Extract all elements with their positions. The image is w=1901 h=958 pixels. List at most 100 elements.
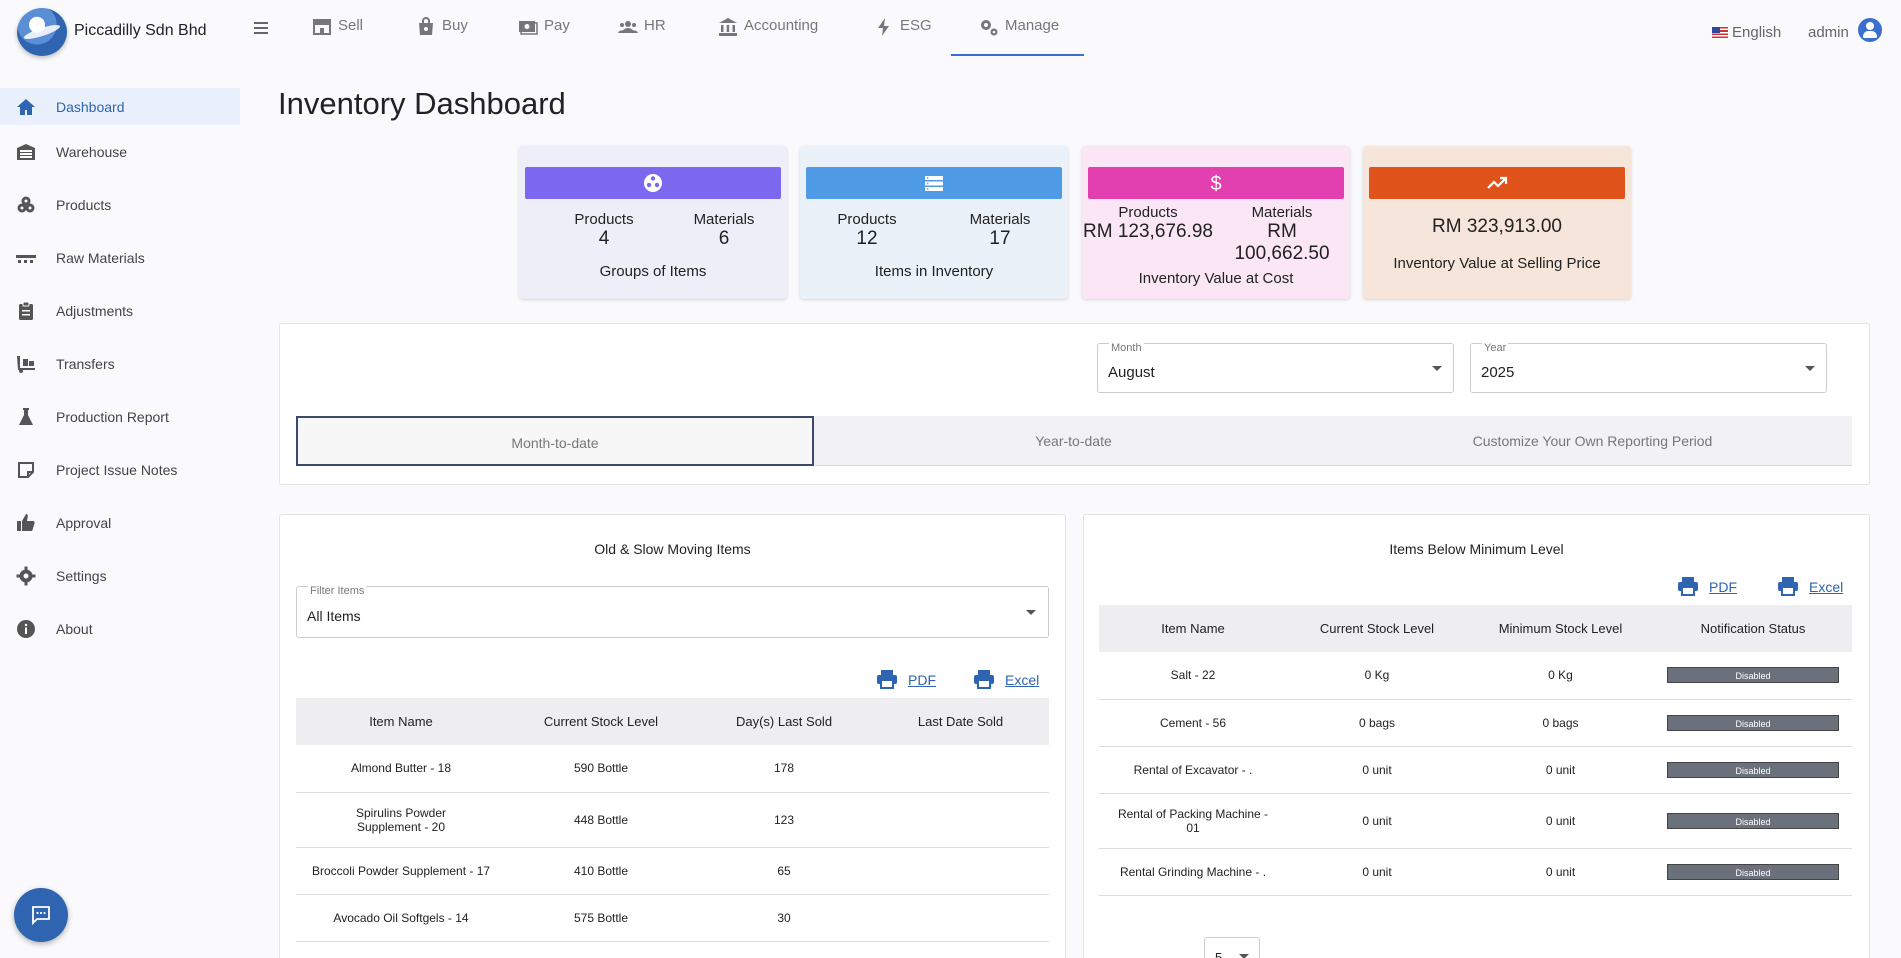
filter-items-label: Filter Items — [308, 585, 367, 597]
table-row[interactable]: Rental of Excavator - . 0 unit 0 unit Di… — [1099, 746, 1852, 794]
nav-accounting[interactable]: Accounting — [718, 0, 818, 56]
minimum-stock-cell: 0 Kg — [1467, 652, 1654, 700]
sidebar-item-label: Dashboard — [56, 98, 125, 115]
notification-status-cell: Disabled — [1654, 699, 1852, 747]
menu-icon[interactable] — [254, 22, 268, 34]
table-row[interactable]: Cement - 56 0 bags 0 bags Disabled — [1099, 699, 1852, 747]
table-row[interactable]: Almond Butter - 18 590 Bottle 178 — [296, 745, 1049, 793]
slow-moving-excel-button[interactable]: Excel — [974, 670, 1039, 689]
item-name-cell: Spirulins Powder Supplement - 20 — [296, 792, 506, 848]
last-sold-cell — [872, 792, 1049, 848]
table-row[interactable]: Rental Grinding Machine - . 0 unit 0 uni… — [1099, 848, 1852, 896]
flask-icon — [19, 407, 33, 425]
table-header-row: Item Name Current Stock Level Day(s) Las… — [296, 698, 1049, 745]
minimum-stock-cell: 0 unit — [1467, 746, 1654, 794]
item-name-cell: Rental of Excavator - . — [1099, 746, 1287, 794]
rows-per-page-select[interactable]: 5 — [1204, 937, 1260, 958]
products-icon — [17, 196, 35, 212]
column-header[interactable]: Day(s) Last Sold — [696, 698, 872, 745]
people-icon — [618, 21, 638, 33]
sidebar-item-dashboard[interactable]: Dashboard — [0, 88, 240, 125]
card-caption: Inventory Value at Selling Price — [1393, 255, 1601, 272]
sidebar-item-products[interactable]: Products — [0, 178, 240, 231]
sidebar-item-about[interactable]: About — [0, 602, 240, 655]
current-stock-cell: 0 unit — [1287, 746, 1467, 794]
column-header[interactable]: Notification Status — [1654, 605, 1852, 652]
item-name-cell: Rental Grinding Machine - . — [1099, 848, 1287, 896]
nav-hr[interactable]: HR — [618, 0, 666, 56]
rows-per-page-value: 5 — [1215, 950, 1223, 958]
company-logo[interactable] — [17, 8, 67, 56]
note-icon — [18, 461, 34, 478]
last-sold-cell — [872, 894, 1049, 942]
gear-icon — [16, 566, 36, 585]
nav-manage[interactable]: Manage — [951, 0, 1084, 56]
slow-moving-pdf-button[interactable]: PDF — [877, 670, 936, 689]
chat-icon — [32, 906, 50, 925]
column-header[interactable]: Current Stock Level — [506, 698, 696, 745]
column-header[interactable]: Minimum Stock Level — [1467, 605, 1654, 652]
sidebar-item-project-issue-notes[interactable]: Project Issue Notes — [0, 443, 240, 496]
below-minimum-excel-button[interactable]: Excel — [1778, 577, 1843, 596]
tab-year-to-date[interactable]: Year-to-date — [1035, 433, 1112, 449]
nav-label: Sell — [338, 17, 364, 34]
year-select[interactable]: Year 2025 — [1470, 342, 1827, 393]
tab-custom-period[interactable]: Customize Your Own Reporting Period — [1472, 433, 1713, 449]
card-header-band: $ — [1088, 167, 1344, 199]
status-badge: Disabled — [1667, 761, 1839, 778]
nav-esg[interactable]: ESG — [874, 0, 932, 56]
column-header[interactable]: Current Stock Level — [1287, 605, 1467, 652]
notification-status-cell: Disabled — [1654, 746, 1852, 794]
column-header[interactable]: Item Name — [1099, 605, 1287, 652]
period-tabs: Month-to-date Year-to-date Customize You… — [296, 416, 1852, 466]
column-header[interactable]: Last Date Sold — [872, 698, 1049, 745]
sidebar-item-label: Products — [56, 196, 112, 213]
nav-sell[interactable]: Sell — [312, 0, 363, 56]
notification-status-cell: Disabled — [1654, 793, 1852, 849]
raw-materials-icon — [16, 254, 36, 263]
item-name-cell: Cement - 56 — [1099, 699, 1287, 747]
nav-label: Manage — [1005, 17, 1060, 34]
stat-label: Products — [837, 211, 897, 228]
sidebar-item-settings[interactable]: Settings — [0, 549, 240, 602]
sidebar-item-label: Approval — [56, 514, 112, 531]
sidebar-item-label: About — [56, 620, 93, 637]
sidebar-item-transfers[interactable]: Transfers — [0, 337, 240, 390]
nav-buy[interactable]: Buy — [416, 0, 468, 56]
sidebar-item-warehouse[interactable]: Warehouse — [0, 125, 240, 178]
sidebar-item-approval[interactable]: Approval — [0, 496, 240, 549]
selling-price-card: RM 323,913.00 Inventory Value at Selling… — [1363, 146, 1631, 299]
month-select[interactable]: Month August — [1097, 342, 1454, 393]
item-name-cell: Avocado Oil Softgels - 14 — [296, 894, 506, 942]
list-icon — [925, 176, 943, 191]
table-row[interactable]: Broccoli Powder Supplement - 17 410 Bott… — [296, 847, 1049, 895]
table-row[interactable]: Avocado Oil Softgels - 14 575 Bottle 30 — [296, 894, 1049, 942]
item-name-cell: Broccoli Powder Supplement - 17 — [296, 847, 506, 895]
chevron-down-icon — [1026, 610, 1036, 615]
nav-label: ESG — [900, 17, 932, 34]
sidebar: Dashboard Warehouse Products Raw Materia… — [0, 88, 240, 655]
table-row[interactable]: Spirulins Powder Supplement - 20 448 Bot… — [296, 792, 1049, 848]
language-selector[interactable]: English — [1712, 24, 1781, 41]
column-header[interactable]: Item Name — [296, 698, 506, 745]
below-minimum-pdf-button[interactable]: PDF — [1678, 577, 1737, 596]
stock-cell: 410 Bottle — [506, 847, 696, 895]
table-row[interactable]: Rental of Packing Machine - 01 0 unit 0 … — [1099, 793, 1852, 849]
last-sold-cell — [872, 745, 1049, 793]
tab-month-to-date[interactable]: Month-to-date — [296, 416, 814, 466]
filter-items-select[interactable]: Filter Items All Items — [296, 585, 1049, 638]
avatar[interactable] — [1858, 18, 1882, 42]
nav-pay[interactable]: Pay — [518, 0, 570, 56]
card-header-band — [1369, 167, 1625, 199]
sidebar-item-label: Raw Materials — [56, 249, 145, 266]
sidebar-item-production-report[interactable]: Production Report — [0, 390, 240, 443]
minimum-stock-cell: 0 unit — [1467, 793, 1654, 849]
sidebar-item-raw-materials[interactable]: Raw Materials — [0, 231, 240, 284]
table-row[interactable]: Salt - 22 0 Kg 0 Kg Disabled — [1099, 652, 1852, 700]
sidebar-item-adjustments[interactable]: Adjustments — [0, 284, 240, 337]
status-badge: Disabled — [1667, 714, 1839, 731]
user-name[interactable]: admin — [1808, 24, 1849, 41]
products-stat: Products 4 — [549, 211, 659, 250]
pdf-label: PDF — [1709, 579, 1737, 595]
chat-button[interactable] — [14, 888, 68, 942]
